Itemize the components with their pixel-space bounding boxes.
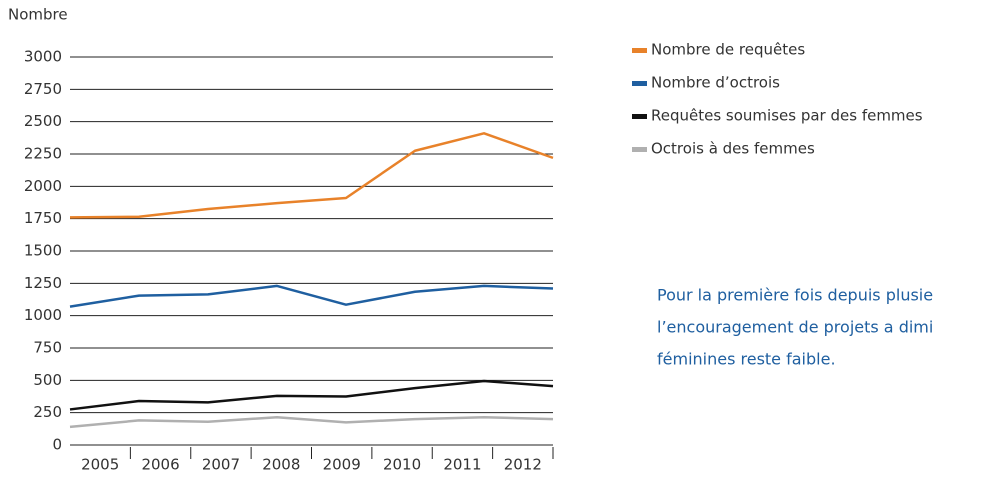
y-tick-label: 500 — [33, 371, 62, 389]
series-line — [69, 415, 554, 429]
x-tick-label: 2008 — [262, 456, 300, 474]
y-tick-label: 250 — [33, 403, 62, 421]
x-tick-label: 2007 — [202, 456, 240, 474]
y-axis-label: Nombre — [8, 6, 68, 24]
legend-swatch — [632, 48, 647, 53]
annotation: féminines reste faible. — [657, 350, 836, 369]
legend-label: Nombre de requêtes — [651, 41, 805, 59]
y-tick-label: 1250 — [24, 274, 62, 292]
x-tick-label: 2009 — [323, 456, 361, 474]
x-tick-label: 2005 — [81, 456, 119, 474]
y-tick-label: 2000 — [24, 177, 62, 195]
x-tick-label: 2011 — [443, 456, 481, 474]
y-tick-label: 2500 — [24, 112, 62, 130]
y-tick-label: 1000 — [24, 306, 62, 324]
series-line — [69, 379, 554, 411]
y-tick-label: 3000 — [24, 48, 62, 66]
legend-label: Nombre d’octrois — [651, 74, 780, 92]
y-tick-label: 2750 — [24, 80, 62, 98]
x-tick-label: 2012 — [504, 456, 542, 474]
y-tick-label: 750 — [33, 339, 62, 357]
y-tick-label: 2250 — [24, 145, 62, 163]
annotation: Pour la première fois depuis plusie — [657, 286, 933, 305]
legend-label: Octrois à des femmes — [651, 140, 815, 158]
annotation: l’encouragement de projets a dimi — [657, 318, 933, 337]
y-tick-label: 1750 — [24, 209, 62, 227]
legend-swatch — [632, 81, 647, 86]
legend-label: Requêtes soumises par des femmes — [651, 107, 923, 125]
series-line — [69, 284, 554, 308]
y-tick-label: 0 — [52, 436, 62, 454]
x-tick-label: 2010 — [383, 456, 421, 474]
y-tick-label: 1500 — [24, 242, 62, 260]
legend-swatch — [632, 114, 647, 119]
series-line — [69, 132, 554, 219]
legend-swatch — [632, 147, 647, 152]
x-tick-label: 2006 — [141, 456, 179, 474]
